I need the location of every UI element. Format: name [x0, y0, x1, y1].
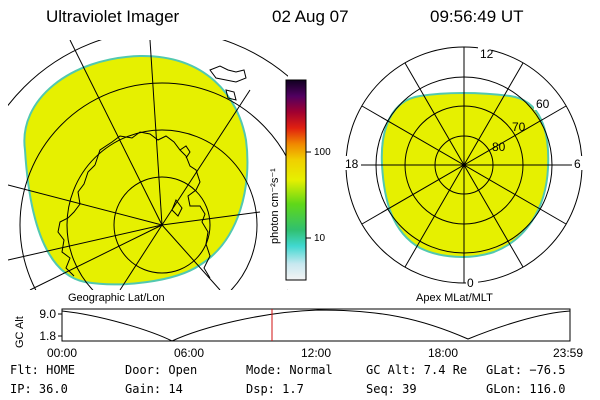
- lat-label-60: 60: [536, 97, 550, 111]
- right-panel-label: Apex MLat/MLT: [416, 292, 493, 304]
- altitude-ylabel: GC Alt: [14, 316, 26, 348]
- colorbar-gradient: [285, 79, 307, 281]
- glon-status: GLon: 116.0: [486, 382, 566, 396]
- colorbar-unit-label: photon cm⁻²s⁻¹: [269, 168, 281, 244]
- seq-status: Seq: 39: [366, 382, 417, 396]
- mlt-label-6: 6: [574, 157, 581, 171]
- y-tick-label-1.8: 1.8: [39, 329, 56, 343]
- island-outline-2: [225, 89, 237, 101]
- time-label: 09:56:49 UT: [430, 7, 524, 26]
- mlt-label-18: 18: [345, 157, 359, 171]
- polar-mlt-lines: [346, 47, 582, 283]
- colorbar-tick-label-10: 10: [314, 233, 326, 244]
- altitude-plot-frame: [61, 308, 571, 342]
- instrument-title: Ultraviolet Imager: [46, 7, 180, 26]
- altitude-curve: [61, 309, 571, 342]
- gain-status: Gain: 14: [125, 382, 183, 396]
- x-tick-label-1200: 12:00: [301, 346, 331, 360]
- island-outline: [209, 65, 247, 83]
- x-tick-label-0000: 00:00: [47, 346, 77, 360]
- latitude-circles: [8, 40, 288, 290]
- x-tick-label-2359: 23:59: [553, 346, 583, 360]
- polar-plot: 12 18 6 0 60 70 80: [343, 46, 584, 290]
- polar-oval-fill: [380, 92, 550, 258]
- label-bg-0: [466, 275, 478, 289]
- meridian-lines: [8, 40, 261, 290]
- colorbar-tick-label-100: 100: [314, 147, 331, 158]
- x-tick-label-0600: 06:00: [174, 346, 204, 360]
- altitude-plot: 9.0 1.8 GC Alt 00:00 06:00 12:00 18:00 2…: [14, 307, 583, 360]
- gc-alt-status: GC Alt: 7.4 Re: [366, 363, 468, 377]
- label-bg-6: [572, 156, 584, 170]
- mode-status: Mode: Normal: [246, 363, 333, 377]
- label-bg-60: [534, 97, 552, 110]
- glat-status: GLat: −76.5: [486, 363, 566, 377]
- colorbar: 100 10 photon cm⁻²s⁻¹: [269, 79, 331, 281]
- lat-label-70: 70: [512, 120, 526, 134]
- ip-status: IP: 36.0: [10, 382, 68, 396]
- label-bg-18: [343, 156, 361, 170]
- label-bg-12: [478, 46, 492, 60]
- dsp-status: Dsp: 1.7: [246, 382, 304, 396]
- coastline: [57, 131, 211, 279]
- date-label: 02 Aug 07: [272, 7, 349, 26]
- auroral-oval-fill: [23, 54, 249, 286]
- left-panel-label: Geographic Lat/Lon: [68, 292, 165, 304]
- filter-status: Flt: HOME: [10, 363, 76, 377]
- x-tick-label-1800: 18:00: [428, 346, 458, 360]
- lat-label-80: 80: [492, 140, 506, 154]
- y-tick-label-9: 9.0: [39, 307, 56, 321]
- geographic-map: [8, 40, 288, 290]
- mlt-label-0: 0: [467, 276, 474, 290]
- door-status: Door: Open: [125, 363, 198, 377]
- mlt-label-12: 12: [480, 47, 494, 61]
